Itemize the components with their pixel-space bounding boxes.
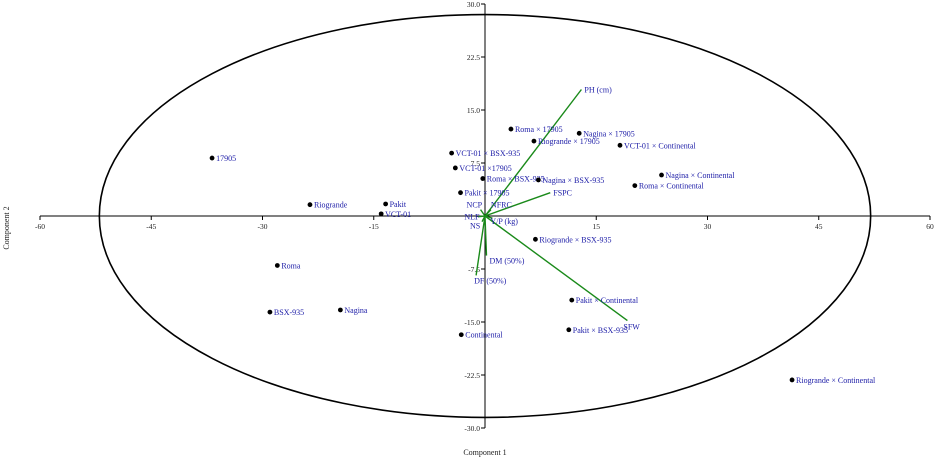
data-point (632, 183, 638, 189)
loading-vector (484, 215, 628, 322)
data-point (480, 176, 486, 181)
data-point (569, 297, 575, 303)
x-tick-label: -15 (369, 222, 379, 231)
point-label: Nagina × BSX-935 (542, 176, 604, 185)
point-label: Nagina (344, 306, 368, 315)
y-tick-label: -15.0 (464, 318, 480, 327)
loading-vector (479, 209, 486, 217)
y-tick-label: -22.5 (464, 371, 480, 380)
data-point (337, 307, 343, 313)
point-label: Riogrande (314, 201, 348, 210)
point-label: VCT-01 × Continental (624, 141, 697, 150)
data-point (789, 377, 795, 383)
vector-label: DM (50%) (489, 257, 524, 266)
data-point (531, 138, 537, 144)
y-tick-label: 15.0 (467, 106, 480, 115)
vector-label: FSPC (553, 189, 572, 198)
loading-vector (484, 192, 551, 217)
point-label: Pakit × BSX-935 (573, 326, 628, 335)
point-label: Pakit × 17905 (465, 189, 510, 198)
loading-vector (484, 209, 492, 217)
vector-label: NLF (464, 213, 480, 222)
loading-vector (484, 89, 582, 217)
y-tick-label: 22.5 (467, 53, 480, 62)
data-point (267, 309, 273, 315)
vector-label: SFW (623, 323, 640, 332)
data-point (307, 202, 313, 208)
point-label: Roma (281, 261, 301, 270)
y-tick-label: -7.5 (468, 265, 480, 274)
vector-label: DF (50%) (474, 276, 507, 285)
point-label: Nagina × 17905 (583, 129, 635, 138)
loading-vector (475, 215, 486, 276)
loading-vector (481, 215, 486, 222)
data-point (458, 332, 464, 338)
point-label: Riogrande × BSX-935 (539, 235, 611, 244)
x-tick-label: 30 (704, 222, 712, 231)
x-tick-label: 45 (815, 222, 823, 231)
point-label: 17905 (216, 154, 236, 163)
point-label: VCT-01 ×17905 (459, 164, 511, 173)
y-tick-label: 30.0 (467, 0, 480, 9)
y-tick-label: 7.5 (471, 159, 481, 168)
point-label: Pakit × Continental (576, 296, 639, 305)
data-point (536, 177, 541, 183)
loading-vector (484, 215, 488, 256)
point-label: VCT-01 (385, 210, 411, 219)
x-tick-label: 60 (926, 222, 934, 231)
point-label: Roma × Continental (639, 182, 705, 191)
x-tick-label: -45 (146, 222, 156, 231)
data-point (378, 211, 384, 217)
data-point (274, 263, 280, 268)
point-label: Continental (465, 331, 503, 340)
vector-label: NCP (467, 201, 483, 210)
data-point (458, 190, 463, 196)
point-label: BSX-935 (274, 308, 304, 317)
data-point (576, 130, 582, 136)
data-point (383, 201, 389, 207)
point-label: Riogrande × Continental (796, 376, 876, 385)
data-point (533, 236, 538, 242)
y-tick-label: -30.0 (464, 424, 480, 433)
x-tick-label: 15 (593, 222, 601, 231)
x-tick-label: -60 (35, 222, 45, 231)
data-point (566, 327, 572, 333)
data-point (449, 150, 455, 156)
point-label: Roma × 17905 (515, 125, 563, 134)
data-point (508, 126, 514, 132)
point-label: VCT-01 × BSX-935 (456, 149, 521, 158)
vector-label: PH (cm) (584, 86, 612, 95)
data-point (452, 165, 458, 171)
data-point (209, 155, 215, 161)
loading-vector (478, 215, 486, 218)
point-label: Pakit (390, 200, 407, 209)
x-axis-title: Component 1 (463, 448, 506, 457)
point-label: Nagina × Continental (666, 171, 736, 180)
y-axis-title: Component 2 (2, 206, 11, 249)
x-tick-label: -30 (258, 222, 268, 231)
vector-label: NFRC (491, 201, 512, 210)
data-point (659, 172, 664, 178)
vector-label: NS (470, 222, 480, 231)
loading-vector (484, 215, 493, 219)
point-label: Roma × BSX-935 (487, 175, 545, 184)
data-point (617, 142, 623, 148)
vector-label: Y/P (kg) (490, 217, 518, 226)
point-label: Riogrande × 17905 (538, 137, 600, 146)
